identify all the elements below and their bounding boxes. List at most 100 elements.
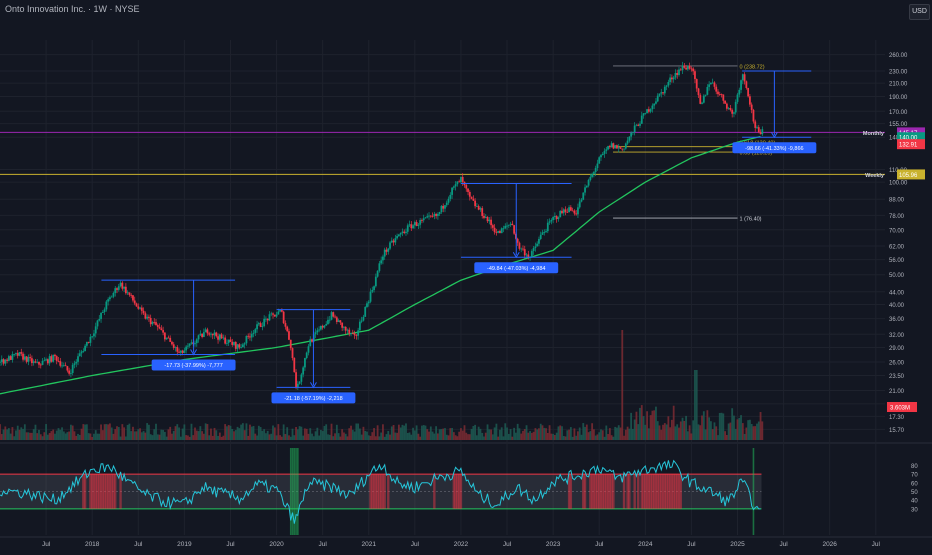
candle-body [226, 342, 228, 344]
candle-body [614, 145, 617, 149]
candle-body [741, 74, 744, 81]
candle-body [499, 231, 501, 234]
candle-body [738, 89, 741, 95]
volume-bar [328, 434, 331, 440]
volume-bar [217, 435, 219, 440]
candle-body [142, 310, 145, 314]
volume-bar [415, 425, 418, 440]
candle-body [337, 320, 340, 322]
candle-body [591, 173, 594, 177]
volume-bar [259, 427, 262, 440]
volume-bar [298, 426, 301, 440]
rsi-overbought-zone [569, 474, 573, 509]
candle-body [174, 347, 177, 348]
candle-body [428, 215, 430, 217]
volume-bar [653, 410, 656, 440]
volume-bar [149, 434, 152, 440]
volume-bar [499, 429, 501, 440]
volume-bar [211, 435, 214, 440]
candle-body [495, 232, 498, 233]
volume-bar [286, 427, 289, 440]
volume-bar [96, 433, 99, 440]
volume-bar [761, 421, 764, 440]
candle-body [674, 72, 677, 78]
candle-body [458, 181, 461, 183]
volume-bar [495, 423, 498, 440]
rsi-oversold-zone [752, 448, 755, 535]
volume-bar [245, 423, 248, 440]
candle-body [717, 91, 719, 95]
y-tick-label: 260.00 [889, 53, 908, 59]
candle-body [543, 232, 546, 233]
volume-bar [463, 425, 466, 440]
candle-body [729, 108, 732, 111]
volume-bar [741, 423, 744, 440]
volume-bar [158, 434, 161, 440]
y-tick-label: 88.00 [889, 198, 905, 204]
candle-body [433, 214, 436, 217]
volume-bar [54, 433, 56, 440]
candle-body [160, 328, 163, 331]
price-label: 105.96 [899, 173, 918, 179]
volume-bar [73, 431, 76, 440]
volume-bar [369, 435, 372, 440]
volume-bar [525, 425, 528, 440]
candle-body [483, 215, 485, 218]
volume-bar [678, 427, 680, 440]
volume-bar [153, 429, 156, 440]
candle-body [474, 200, 477, 207]
volume-bar [754, 426, 757, 440]
candle-body [546, 222, 549, 232]
candle-body [440, 205, 443, 213]
volume-bar [311, 433, 313, 440]
volume-bar [188, 436, 191, 440]
candle-body [642, 113, 645, 116]
volume-bar [731, 408, 734, 440]
candle-body [504, 225, 507, 229]
candle-body [305, 352, 308, 359]
volume-bar [740, 415, 742, 440]
volume-bar [148, 424, 150, 440]
volume-bar [585, 424, 588, 440]
candle-body [639, 123, 641, 126]
candle-body [431, 215, 434, 217]
rsi-tick-label: 30 [911, 507, 918, 513]
candle-body [527, 254, 530, 258]
candle-body [697, 88, 700, 96]
volume-bar [541, 425, 544, 440]
volume-bar [445, 434, 448, 440]
candle-body [321, 326, 324, 328]
volume-bar [392, 424, 395, 440]
volume-bar [204, 423, 207, 440]
rsi-overbought-zone [647, 474, 651, 509]
candle-body [332, 312, 335, 317]
candle-body [93, 333, 95, 337]
volume-bar [183, 424, 186, 440]
candle-body [663, 86, 666, 94]
rsi-overbought-zone [99, 474, 103, 509]
candle-body [662, 92, 664, 94]
candle-body [640, 115, 643, 124]
volume-bar [509, 429, 512, 440]
rsi-overbought-zone [663, 474, 667, 509]
volume-bar [644, 424, 647, 440]
rsi-overbought-zone [108, 474, 112, 509]
candle-body [481, 208, 484, 216]
volume-bar [261, 430, 264, 440]
candle-body [130, 294, 133, 296]
volume-bar [538, 428, 540, 440]
rsi-overbought-zone [672, 474, 675, 509]
volume-bar [417, 433, 420, 440]
candle-body [70, 372, 72, 374]
rsi-overbought-zone [583, 474, 587, 509]
candle-body [194, 343, 196, 345]
candle-body [647, 109, 650, 112]
currency-button[interactable]: USD [909, 4, 930, 20]
candle-body [169, 337, 172, 342]
rsi-overbought-zone [601, 474, 604, 509]
candle-body [289, 339, 292, 349]
volume-bar [458, 431, 461, 440]
rsi-oversold-zone [289, 448, 292, 535]
